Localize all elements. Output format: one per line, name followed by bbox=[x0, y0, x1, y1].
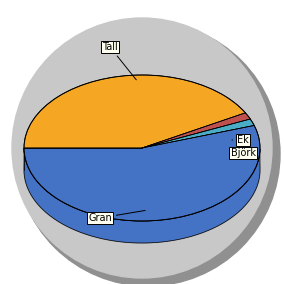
Text: Gran: Gran bbox=[88, 210, 145, 223]
Polygon shape bbox=[142, 113, 250, 148]
Polygon shape bbox=[24, 148, 260, 243]
Polygon shape bbox=[24, 75, 245, 148]
Circle shape bbox=[16, 22, 280, 284]
Polygon shape bbox=[142, 119, 254, 148]
Circle shape bbox=[12, 18, 272, 278]
Text: Ek: Ek bbox=[232, 135, 249, 145]
Polygon shape bbox=[24, 126, 260, 221]
Ellipse shape bbox=[24, 97, 260, 243]
Text: Björk: Björk bbox=[231, 148, 256, 158]
Text: Tall: Tall bbox=[102, 42, 136, 80]
